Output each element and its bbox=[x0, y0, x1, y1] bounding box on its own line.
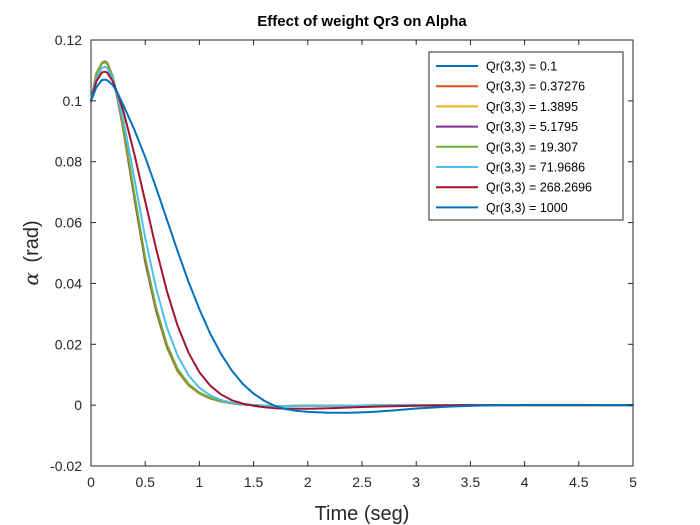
series-line-8 bbox=[90, 78, 634, 414]
legend-label: Qr(3,3) = 19.307 bbox=[486, 140, 578, 154]
y-tick-label: 0.04 bbox=[55, 275, 82, 291]
x-tick-label: 1.5 bbox=[244, 474, 264, 490]
chart-title: Effect of weight Qr3 on Alpha bbox=[257, 13, 467, 30]
legend: Qr(3,3) = 0.1 Qr(3,3) = 0.37276 Qr(3,3) = … bbox=[428, 51, 624, 221]
x-axis-label: Time (seg) bbox=[315, 503, 410, 525]
legend-box bbox=[428, 51, 624, 221]
y-tick-label: 0.06 bbox=[55, 215, 82, 231]
series-line-6 bbox=[90, 65, 634, 408]
y-axis-label-symbol: α bbox=[19, 272, 43, 286]
y-axis-ticks: -0.02 0 0.02 0.04 0.06 0.08 0.1 0.12 bbox=[50, 32, 633, 474]
x-tick-label: 3.5 bbox=[461, 474, 481, 490]
legend-label: Qr(3,3) = 1.3895 bbox=[486, 100, 578, 114]
x-tick-label: 2.5 bbox=[352, 474, 372, 490]
legend-label: Qr(3,3) = 1000 bbox=[486, 201, 568, 215]
legend-label: Qr(3,3) = 0.37276 bbox=[486, 80, 585, 94]
x-tick-label: 4.5 bbox=[569, 474, 589, 490]
x-axis-ticks: 0 0.5 1 1.5 2 2.5 3 3.5 4 4.5 5 bbox=[87, 40, 637, 490]
series-layer bbox=[90, 60, 634, 414]
x-tick-label: 2 bbox=[304, 474, 312, 490]
y-tick-label: 0.12 bbox=[55, 32, 82, 48]
y-tick-label: -0.02 bbox=[50, 458, 82, 474]
y-tick-label: 0.1 bbox=[63, 93, 83, 109]
x-tick-label: 0 bbox=[87, 474, 95, 490]
legend-label: Qr(3,3) = 71.9686 bbox=[486, 161, 585, 175]
x-tick-label: 0.5 bbox=[135, 474, 155, 490]
y-tick-label: 0.02 bbox=[55, 336, 82, 352]
x-tick-label: 5 bbox=[629, 474, 637, 490]
x-tick-label: 4 bbox=[521, 474, 529, 490]
x-tick-label: 3 bbox=[412, 474, 420, 490]
x-tick-label: 1 bbox=[196, 474, 204, 490]
legend-label: Qr(3,3) = 268.2696 bbox=[486, 181, 592, 195]
series-line-7 bbox=[90, 70, 634, 410]
y-tick-label: 0 bbox=[74, 397, 82, 413]
legend-label: Qr(3,3) = 5.1795 bbox=[486, 120, 578, 134]
y-tick-label: 0.08 bbox=[55, 154, 82, 170]
y-axis-label-unit: (rad) bbox=[21, 220, 43, 262]
y-axis-label: α (rad) bbox=[19, 220, 43, 285]
legend-label: Qr(3,3) = 0.1 bbox=[486, 60, 557, 74]
